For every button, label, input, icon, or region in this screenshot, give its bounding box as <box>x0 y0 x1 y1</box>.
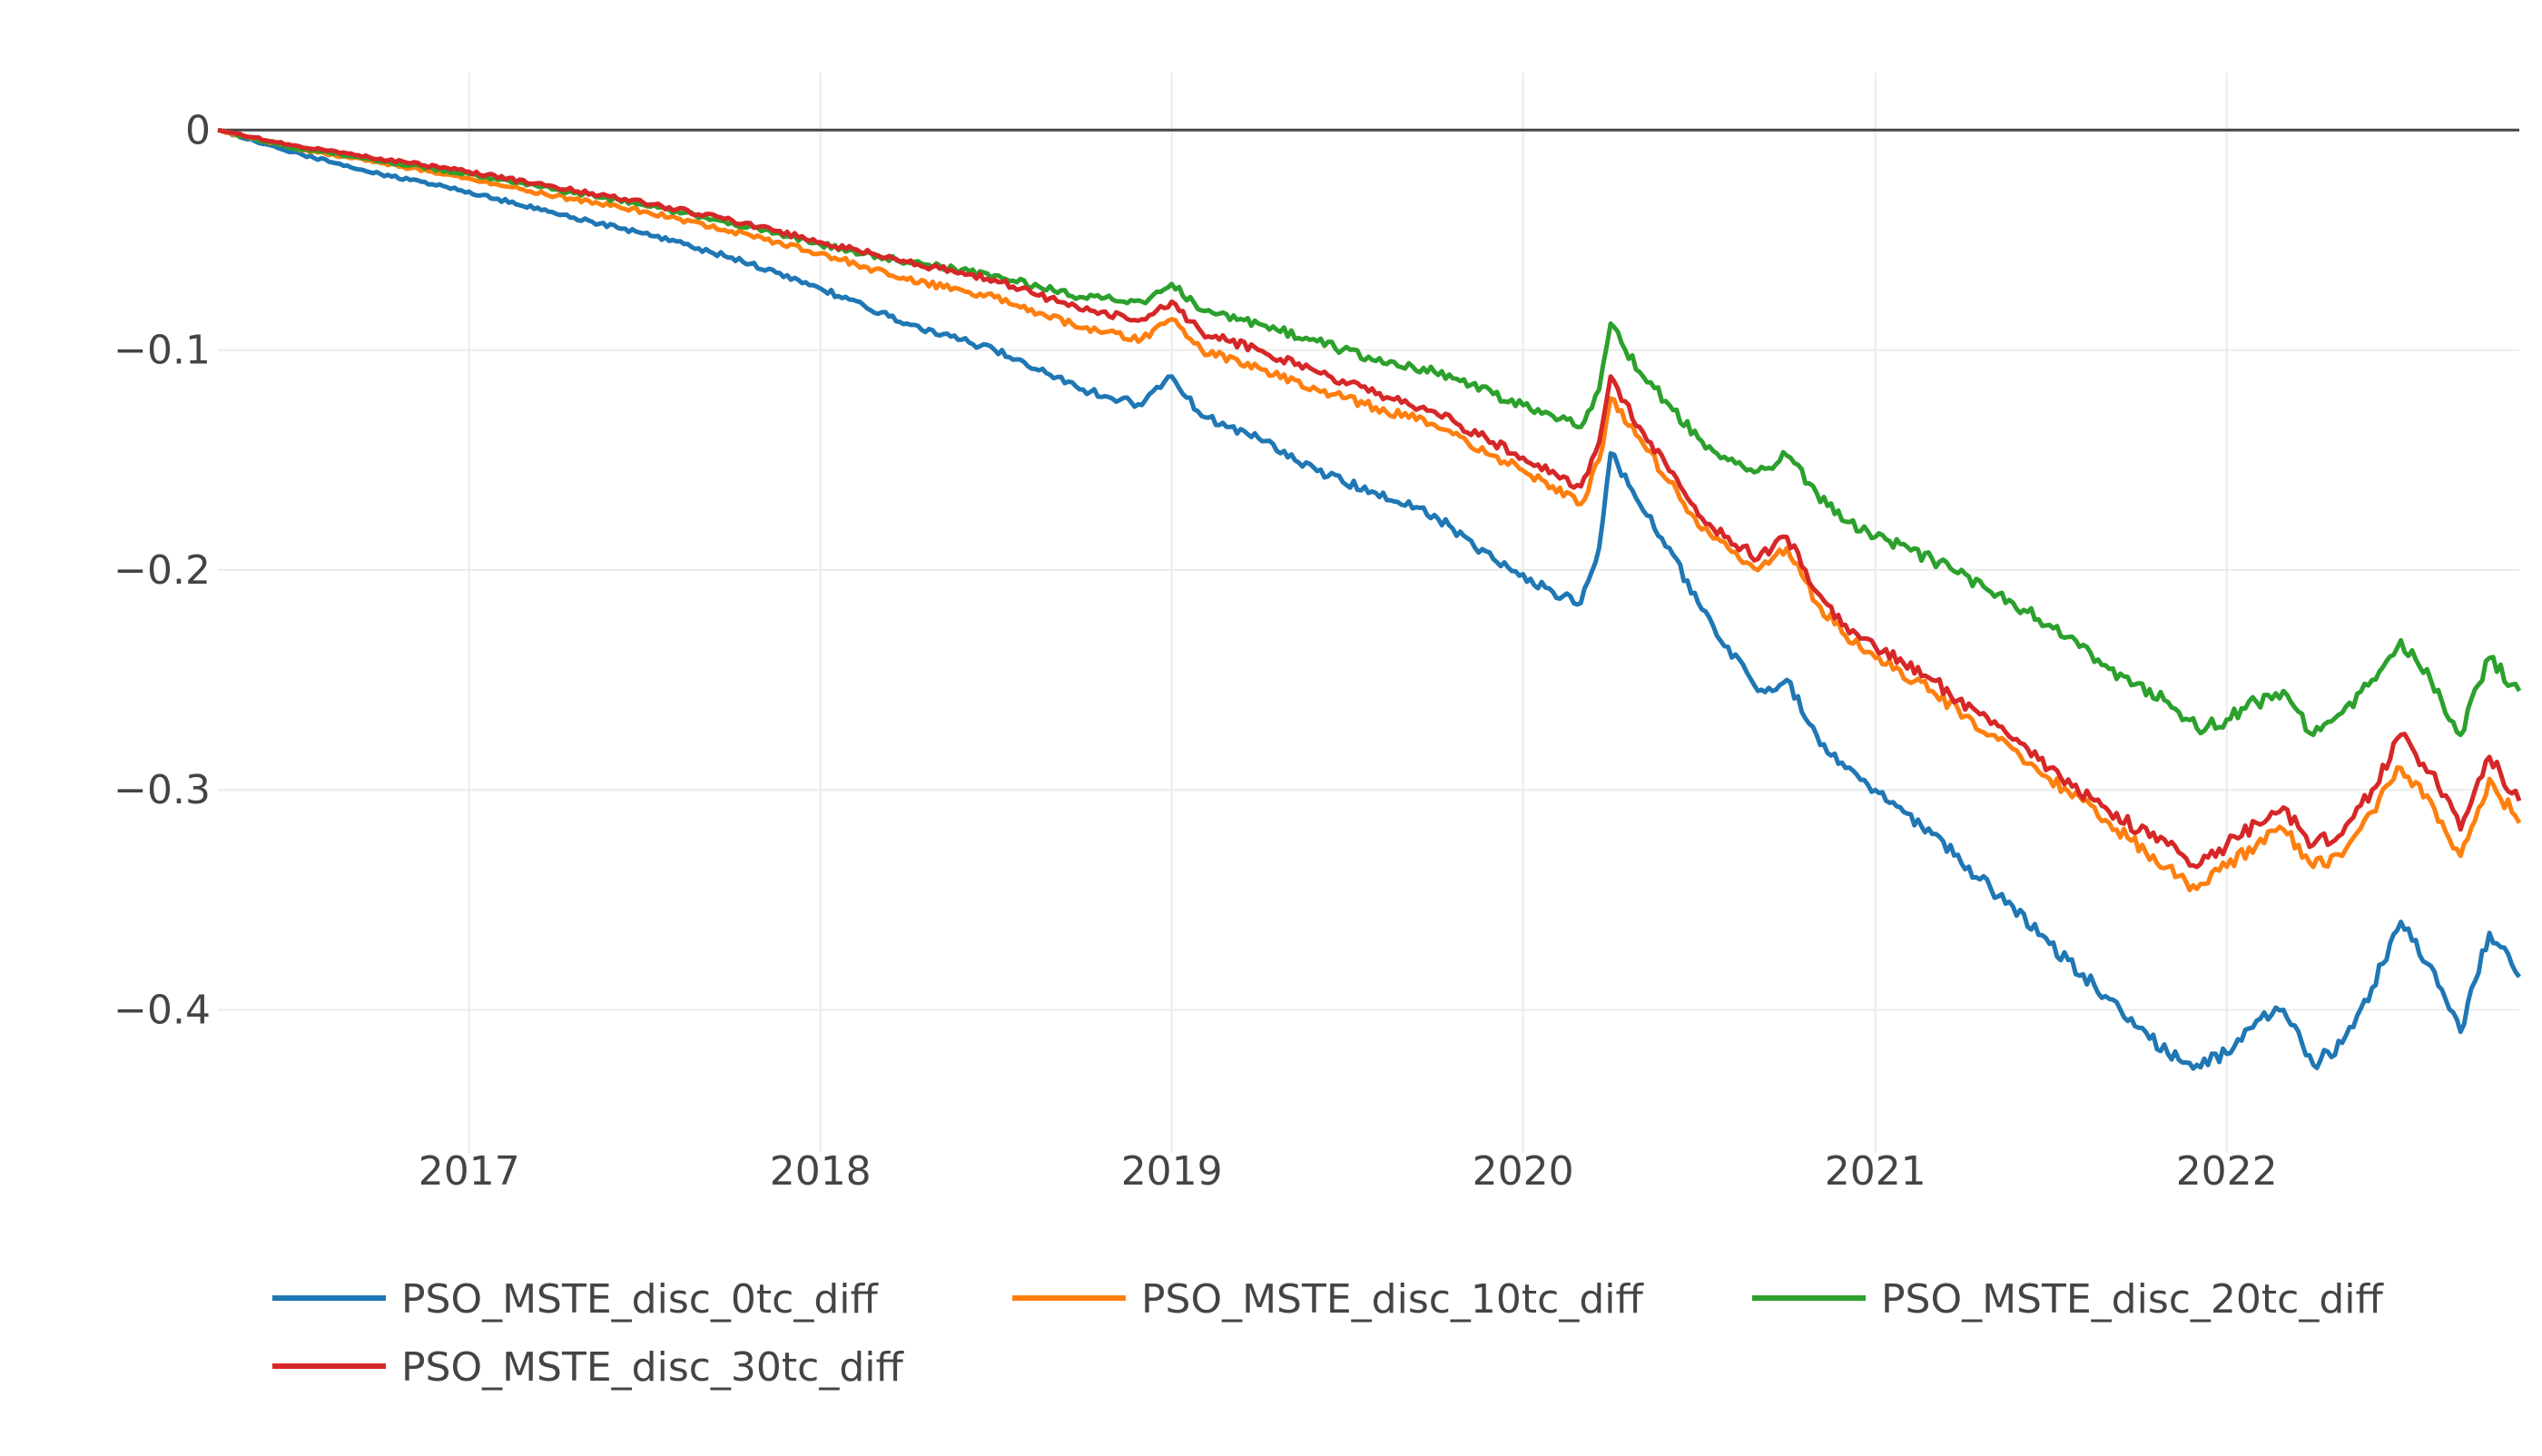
x-tick-label: 2021 <box>1825 1148 1926 1195</box>
legend-item[interactable]: PSO_MSTE_disc_0tc_diff <box>272 1276 880 1323</box>
x-tick-label: 2022 <box>2176 1148 2278 1195</box>
series-line-PSO_MSTE_disc_10tc_diff <box>217 127 2522 892</box>
legend-label: PSO_MSTE_disc_10tc_diff <box>1141 1276 1645 1323</box>
legend: PSO_MSTE_disc_0tc_diff PSO_MSTE_disc_10tc… <box>272 1276 2385 1391</box>
series-lines <box>217 127 2522 1071</box>
series-line-PSO_MSTE_disc_30tc_diff <box>217 127 2522 870</box>
legend-item[interactable]: PSO_MSTE_disc_30tc_diff <box>272 1344 905 1391</box>
x-tick-label: 2020 <box>1473 1148 1574 1195</box>
x-tick-label: 2018 <box>770 1148 872 1195</box>
grid-lines <box>218 73 2519 1153</box>
legend-item[interactable]: PSO_MSTE_disc_20tc_diff <box>1752 1276 2385 1323</box>
legend-label: PSO_MSTE_disc_20tc_diff <box>1881 1276 2385 1323</box>
y-tick-label: −0.1 <box>113 328 211 374</box>
y-tick-label: −0.3 <box>113 767 211 813</box>
x-tick-label: 2017 <box>419 1148 520 1195</box>
legend-label: PSO_MSTE_disc_30tc_diff <box>401 1344 905 1391</box>
legend-item[interactable]: PSO_MSTE_disc_10tc_diff <box>1012 1276 1645 1323</box>
legend-label: PSO_MSTE_disc_0tc_diff <box>401 1276 880 1323</box>
y-tick-label: 0 <box>185 107 211 153</box>
x-tick-label: 2019 <box>1121 1148 1223 1195</box>
series-line-PSO_MSTE_disc_0tc_diff <box>217 127 2522 1071</box>
y-tick-label: −0.4 <box>113 988 211 1034</box>
series-line-PSO_MSTE_disc_20tc_diff <box>217 127 2522 738</box>
y-tick-label: −0.2 <box>113 547 211 594</box>
axes: 2017 2018 2019 2020 2021 2022 0 −0.1 −0.2 −0.3 −0.… <box>113 107 2519 1195</box>
